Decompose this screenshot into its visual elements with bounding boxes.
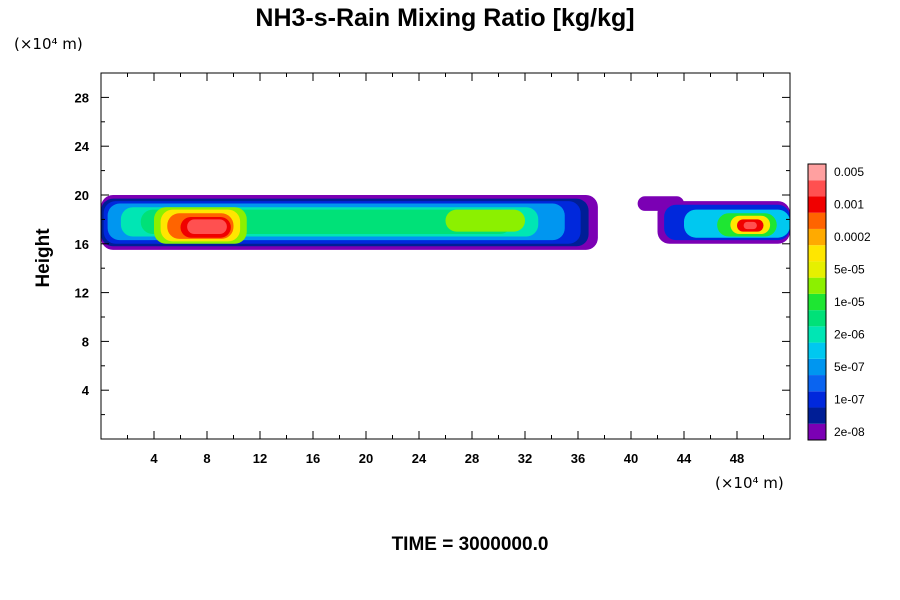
colorbar-label: 0.001: [834, 198, 864, 212]
colorbar-swatch-8: [808, 293, 826, 311]
data-region-19: [743, 221, 757, 230]
y-tick-label: 4: [82, 383, 90, 398]
x-tick-label: 32: [518, 451, 532, 466]
y-axis: 4 8 12 16 20 24 28: [75, 90, 790, 416]
colorbar-legend: 2e-08 1e-07 5e-07 2e-06 1e-05 5e-05 0.0002 0.00…: [807, 163, 871, 441]
colorbar-label: 5e-05: [834, 263, 865, 277]
y-axis-label: Height: [33, 228, 54, 288]
colorbar-swatch-16: [808, 164, 826, 181]
colorbar-swatch-0: [808, 423, 826, 440]
x-tick-label: 12: [253, 451, 267, 466]
colorbar-label: 2e-06: [834, 327, 865, 341]
y-tick-label: 8: [82, 334, 89, 349]
x-tick-label: 48: [730, 451, 744, 466]
chart-title: NH3-s-Rain Mixing Ratio [kg/kg]: [255, 4, 634, 32]
x-tick-label: 40: [624, 451, 638, 466]
colorbar-swatch-15: [808, 180, 826, 197]
colorbar-label: 0.0002: [834, 230, 871, 244]
colorbar-frame: [807, 163, 827, 441]
x-tick-label: 20: [359, 451, 373, 466]
x-tick-label: 44: [677, 451, 692, 466]
plot-frame: [100, 72, 791, 440]
colorbar-label: 2e-08: [834, 425, 865, 439]
y-tick-label: 20: [75, 188, 89, 203]
data-region-11: [445, 209, 525, 232]
colorbar-swatch-4: [808, 358, 826, 376]
colorbar-swatch-11: [808, 245, 826, 262]
y-tick-label: 16: [75, 237, 89, 252]
data-region-10: [187, 219, 227, 235]
colorbar-swatch-2: [808, 391, 826, 408]
colorbar-swatch-9: [808, 277, 826, 294]
y-tick-label: 12: [75, 286, 89, 301]
y-axis-unit: (×10⁴ m): [14, 35, 83, 53]
x-axis: 4 8 12 16 20 24 28 32 36 40 44 48: [127, 73, 764, 466]
colorbar-swatch-10: [808, 261, 826, 278]
colorbar-swatch-1: [808, 407, 826, 424]
x-tick-label: 16: [306, 451, 320, 466]
colorbar-label: 1e-07: [834, 392, 865, 406]
colorbar-label: 0.005: [834, 165, 864, 179]
x-tick-label: 28: [465, 451, 479, 466]
time-label: TIME = 3000000.0: [392, 534, 549, 555]
colorbar-label: 5e-07: [834, 360, 865, 374]
x-tick-label: 24: [412, 451, 427, 466]
colorbar-swatch-6: [808, 326, 826, 343]
x-tick-label: 36: [571, 451, 585, 466]
x-tick-label: 4: [150, 451, 158, 466]
x-tick-label: 8: [203, 451, 210, 466]
x-axis-unit: (×10⁴ m): [715, 474, 784, 492]
colorbar-swatch-13: [808, 212, 826, 229]
y-tick-label: 28: [75, 90, 89, 105]
colorbar-swatch-14: [808, 196, 826, 213]
colorbar-label: 1e-05: [834, 295, 865, 309]
colorbar-swatch-3: [808, 375, 826, 392]
colorbar-swatch-5: [808, 342, 826, 359]
data-field: [101, 195, 790, 250]
colorbar-swatch-12: [808, 228, 826, 246]
colorbar-swatch-7: [808, 310, 826, 327]
y-tick-label: 24: [75, 139, 90, 154]
